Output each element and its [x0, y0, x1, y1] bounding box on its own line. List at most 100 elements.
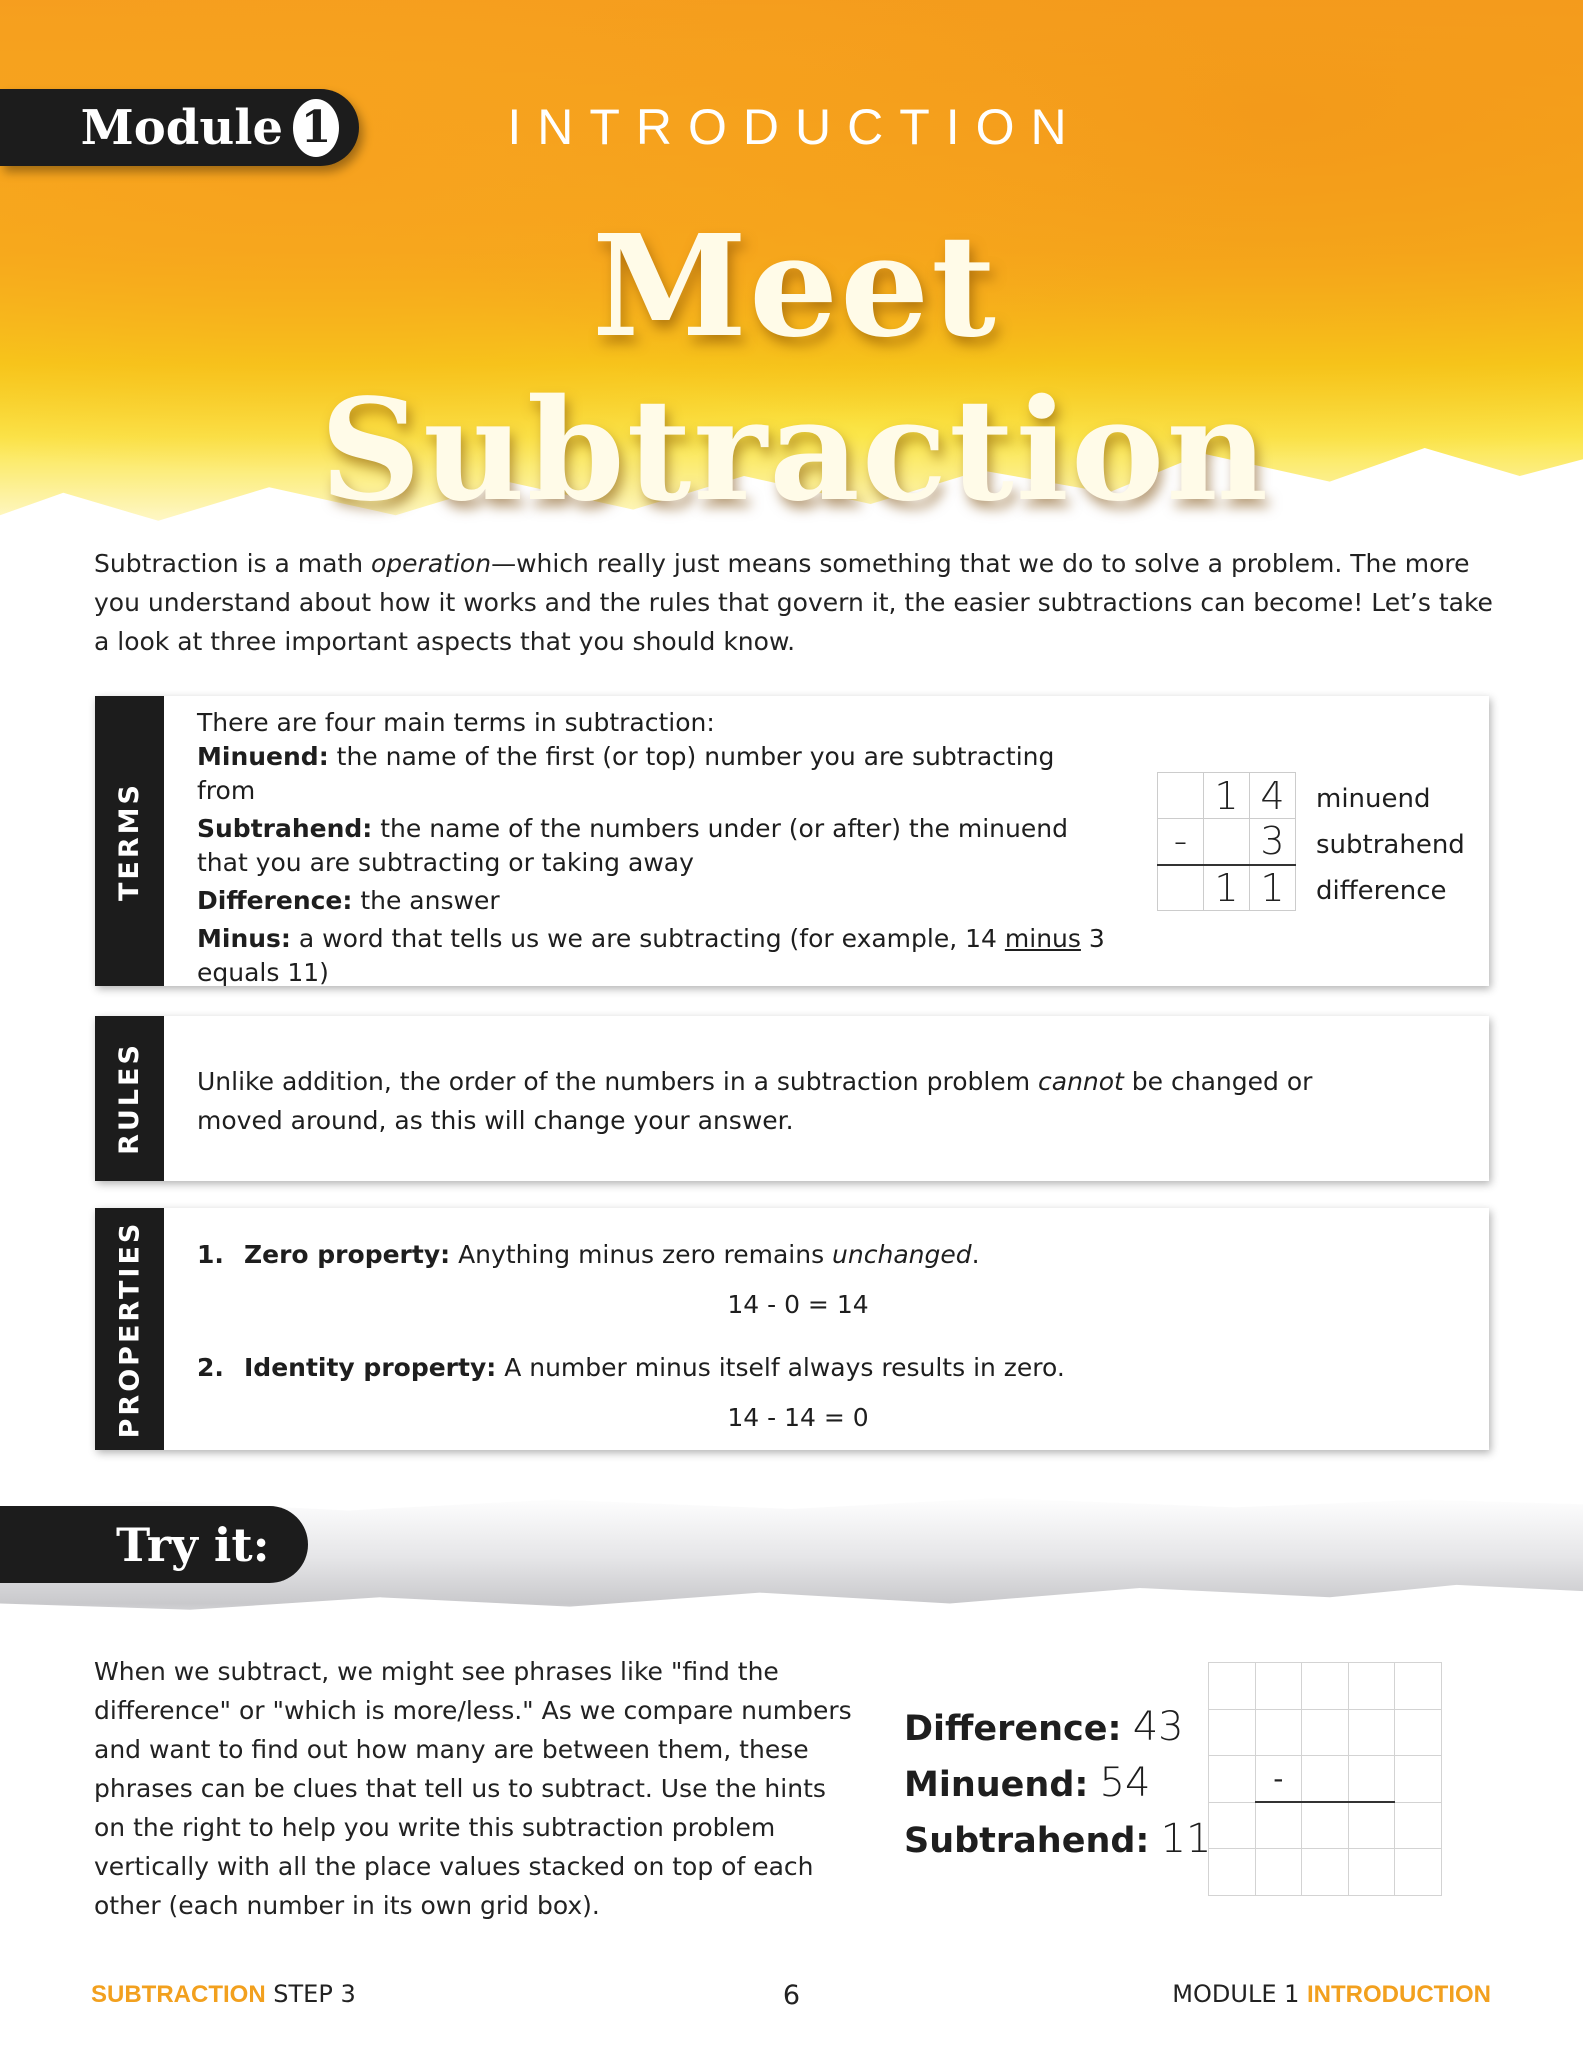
- grid-cell: 1: [1203, 863, 1250, 911]
- example-labels: minuend subtrahend difference: [1316, 776, 1465, 914]
- term-def: the name of the first (or top) number yo…: [197, 742, 1055, 805]
- try-it-label: Try it:: [116, 1517, 270, 1572]
- property-number: 1.: [197, 1240, 224, 1269]
- grid-cell[interactable]: [1208, 1848, 1256, 1896]
- grid-cell[interactable]: [1254, 1848, 1302, 1896]
- hint-label: Difference:: [904, 1709, 1122, 1749]
- term-name: Minuend:: [197, 742, 329, 771]
- grid-cell: [1203, 818, 1250, 865]
- footer-module: MODULE 1: [1172, 1980, 1308, 2008]
- grid-cell[interactable]: [1394, 1708, 1442, 1756]
- footer-book: SUBTRACTION: [91, 1981, 266, 2008]
- property-desc: Anything minus zero remains: [450, 1240, 833, 1269]
- term-def: a word that tells us we are subtracting …: [290, 924, 1005, 953]
- property-identity: 2. Identity property: A number minus itse…: [197, 1343, 1489, 1393]
- grid-cell[interactable]: [1208, 1801, 1256, 1849]
- grid-cell[interactable]: [1394, 1848, 1442, 1896]
- grid-cell[interactable]: [1301, 1708, 1349, 1756]
- rules-text-rest: be changed or moved around, as this will…: [197, 1067, 1313, 1135]
- property-example: 14 - 14 = 0: [727, 1403, 869, 1432]
- term-subtrahend: Subtrahend: the name of the numbers unde…: [197, 812, 1117, 880]
- intro-text-rest: —which really just means something that …: [94, 549, 1493, 656]
- properties-box: PROPERTIES 1. Zero property: Anything min…: [95, 1208, 1489, 1450]
- property-number: 2.: [197, 1353, 224, 1382]
- hint-subtrahend: Subtrahend: 11: [904, 1812, 1211, 1868]
- property-end: .: [971, 1240, 980, 1269]
- term-def: the answer: [352, 886, 500, 915]
- grid-cell[interactable]: [1347, 1848, 1395, 1896]
- minus-sign-cell[interactable]: -: [1254, 1755, 1302, 1803]
- module-tab: Module 1: [0, 89, 359, 166]
- grid-cell[interactable]: [1347, 1708, 1395, 1756]
- term-name: Difference:: [197, 886, 353, 915]
- hint-value: 11: [1160, 1816, 1212, 1862]
- hint-label: Minuend:: [904, 1765, 1089, 1805]
- rules-label: RULES: [114, 1042, 145, 1155]
- grid-cell: 4: [1249, 772, 1296, 819]
- properties-label: PROPERTIES: [114, 1220, 146, 1438]
- rules-box: RULES Unlike addition, the order of the …: [95, 1016, 1489, 1181]
- grid-cell[interactable]: [1301, 1801, 1349, 1849]
- hint-value: 54: [1099, 1760, 1151, 1806]
- grid-cell[interactable]: [1254, 1801, 1302, 1849]
- terms-strip: TERMS: [95, 696, 164, 986]
- term-def: the name of the numbers under (or after)…: [197, 814, 1068, 877]
- properties-body: 1. Zero property: Anything minus zero rem…: [164, 1208, 1489, 1450]
- grid-cell[interactable]: [1394, 1662, 1442, 1710]
- watercolor-header-background: [0, 0, 1583, 521]
- footer-right: MODULE 1 INTRODUCTION: [1172, 1980, 1491, 2009]
- grid-cell: -: [1157, 818, 1204, 865]
- terms-box: TERMS There are four main terms in subtr…: [95, 696, 1489, 987]
- term-name: Subtrahend:: [197, 814, 373, 843]
- grid-cell[interactable]: [1301, 1848, 1349, 1896]
- grid-cell: [1157, 772, 1204, 819]
- term-def-underlined: minus: [1004, 924, 1081, 953]
- rules-strip: RULES: [95, 1016, 164, 1181]
- answer-grid[interactable]: -: [1208, 1662, 1442, 1896]
- grid-cell[interactable]: [1254, 1662, 1302, 1710]
- try-it-tab: Try it:: [0, 1506, 308, 1583]
- grid-cell[interactable]: [1301, 1755, 1349, 1803]
- grid-cell: 1: [1249, 863, 1296, 911]
- intro-paragraph: Subtraction is a math operation—which re…: [94, 544, 1494, 661]
- property-emphasis: unchanged: [832, 1240, 972, 1269]
- footer-section: INTRODUCTION: [1307, 1981, 1491, 2008]
- section-label: INTRODUCTION: [507, 99, 1083, 155]
- label-minuend: minuend: [1316, 784, 1431, 814]
- terms-lead: There are four main terms in subtraction…: [197, 708, 715, 737]
- page-title: Meet Subtraction: [319, 205, 1271, 533]
- grid-cell: [1157, 863, 1204, 911]
- grid-cell[interactable]: [1208, 1662, 1256, 1710]
- grid-cell[interactable]: [1208, 1708, 1256, 1756]
- term-name: Minus:: [197, 924, 291, 953]
- rules-emphasis: cannot: [1038, 1067, 1124, 1096]
- term-def-end: 3 equals 11): [197, 924, 1105, 987]
- grid-cell[interactable]: [1301, 1662, 1349, 1710]
- intro-emphasis: operation: [371, 549, 492, 578]
- grid-cell[interactable]: [1347, 1755, 1395, 1803]
- grid-cell[interactable]: [1208, 1755, 1256, 1803]
- hints: Difference: 43 Minuend: 54 Subtrahend: 1…: [904, 1700, 1211, 1868]
- module-word: Module: [80, 99, 283, 156]
- grid-cell[interactable]: [1347, 1801, 1395, 1849]
- term-difference: Difference: the answer: [197, 884, 1117, 918]
- label-difference: difference: [1316, 876, 1447, 906]
- property-name: Zero property:: [244, 1240, 451, 1269]
- property-desc: A number minus itself always results in …: [496, 1353, 1065, 1382]
- grid-cell[interactable]: [1394, 1755, 1442, 1803]
- grid-cell[interactable]: [1254, 1708, 1302, 1756]
- hint-value: 43: [1132, 1704, 1184, 1750]
- grid-cell[interactable]: [1347, 1662, 1395, 1710]
- grid-cell: 3: [1249, 818, 1296, 865]
- grid-cell[interactable]: [1394, 1801, 1442, 1849]
- hint-label: Subtrahend:: [904, 1821, 1150, 1861]
- footer-step: STEP 3: [265, 1980, 356, 2008]
- rules-body: Unlike addition, the order of the number…: [164, 1016, 1489, 1181]
- label-subtrahend: subtrahend: [1316, 830, 1465, 860]
- property-zero: 1. Zero property: Anything minus zero rem…: [197, 1230, 1489, 1280]
- hint-difference: Difference: 43: [904, 1700, 1211, 1756]
- intro-text: Subtraction is a math: [94, 549, 372, 578]
- footer-left: SUBTRACTION STEP 3: [91, 1980, 356, 2009]
- terms-label: TERMS: [114, 781, 145, 901]
